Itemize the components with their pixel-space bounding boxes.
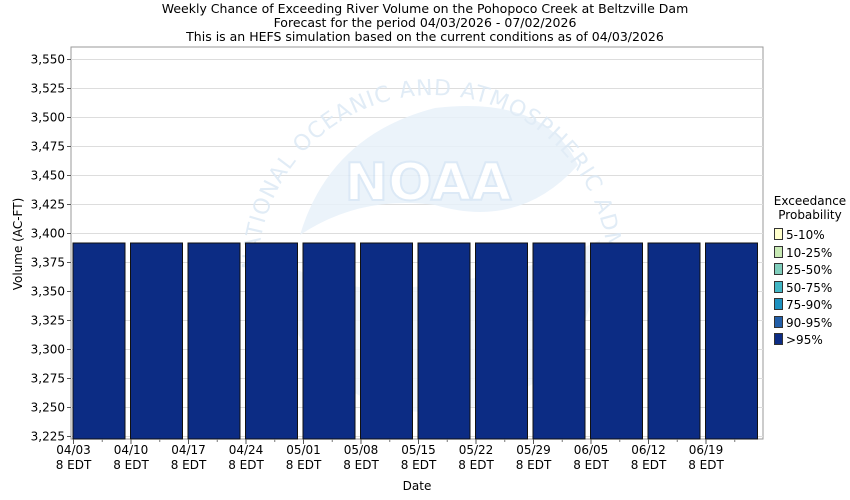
bar — [360, 242, 413, 440]
x-tick-label: 05/15 — [401, 443, 436, 457]
x-tick-label: 04/10 — [114, 443, 149, 457]
y-tick-label: 3,525 — [31, 82, 65, 96]
x-tick-label: 06/19 — [689, 443, 724, 457]
legend-label: 90-95% — [786, 315, 833, 330]
legend-swatch — [774, 298, 783, 310]
x-tick-sublabel: 8 EDT — [171, 458, 207, 472]
y-tick-label: 3,300 — [31, 343, 65, 357]
chart-title: Weekly Chance of Exceeding River Volume … — [161, 1, 689, 16]
chart-subtitle-period: Forecast for the period 04/03/2026 - 07/… — [273, 15, 577, 30]
x-tick-label: 04/24 — [229, 443, 264, 457]
x-tick-sublabel: 8 EDT — [286, 458, 322, 472]
x-tick-label: 05/29 — [516, 443, 551, 457]
bar — [590, 242, 643, 440]
legend-swatch — [774, 263, 783, 275]
legend-title-line-1: Exceedance — [773, 194, 847, 208]
legend-item: 25-50% — [774, 263, 832, 277]
noaa-bird-shape — [300, 105, 578, 235]
y-tick-label: 3,325 — [31, 314, 65, 328]
legend-item: >95% — [774, 333, 823, 347]
x-tick-label: 06/12 — [631, 443, 666, 457]
x-tick-label: 04/03 — [56, 443, 91, 457]
x-tick-label: 05/08 — [344, 443, 379, 457]
y-tick-label: 3,375 — [31, 256, 65, 270]
y-tick-label: 3,400 — [31, 227, 65, 241]
bar — [130, 242, 183, 440]
noaa-logo-text: NOAA — [345, 153, 512, 213]
y-tick-label: 3,550 — [31, 53, 65, 67]
x-axis-label: Date — [402, 479, 432, 493]
chart-subtitle-conditions: This is an HEFS simulation based on the … — [186, 29, 664, 44]
y-tick-label: 3,275 — [31, 372, 65, 386]
bar-series — [72, 242, 758, 440]
x-tick-sublabel: 8 EDT — [516, 458, 552, 472]
x-tick-sublabel: 8 EDT — [228, 458, 264, 472]
x-tick-label: 04/17 — [171, 443, 206, 457]
y-tick-label: 3,225 — [31, 430, 65, 444]
y-tick-label: 3,475 — [31, 140, 65, 154]
x-tick-sublabel: 8 EDT — [573, 458, 609, 472]
bar — [302, 242, 356, 440]
y-tick-label: 3,250 — [31, 401, 65, 415]
legend-swatch — [774, 228, 783, 240]
legend-swatch — [774, 315, 783, 328]
legend-title-line-2: Probability — [778, 208, 842, 222]
bar — [417, 242, 471, 440]
legend: Exceedance Probability 5-10% 10-25% 25-50%… — [770, 194, 850, 347]
legend-title: Exceedance Probability — [770, 194, 850, 222]
y-tick-label: 3,450 — [31, 169, 65, 183]
legend-label: 10-25% — [786, 245, 833, 260]
legend-item: 10-25% — [774, 245, 833, 260]
bar — [532, 242, 586, 440]
bar — [245, 242, 298, 440]
legend-swatch — [774, 245, 783, 258]
x-tick-label: 06/05 — [574, 443, 609, 457]
x-tick-label: 05/22 — [459, 443, 494, 457]
y-axis: 3,225 3,250 3,275 3,300 3,325 3,350 3,375 3,400… — [31, 53, 71, 444]
x-tick-sublabel: 8 EDT — [688, 458, 724, 472]
legend-label: >95% — [786, 333, 823, 347]
x-tick-sublabel: 8 EDT — [631, 458, 667, 472]
legend-label: 75-90% — [786, 298, 833, 312]
legend-swatch — [774, 333, 783, 345]
legend-label: 5-10% — [786, 228, 825, 242]
bar — [72, 242, 126, 440]
x-tick-sublabel: 8 EDT — [343, 458, 379, 472]
bar — [475, 242, 528, 440]
x-tick-sublabel: 8 EDT — [401, 458, 437, 472]
legend-item: 90-95% — [774, 315, 833, 330]
bar — [187, 242, 241, 440]
y-tick-label: 3,500 — [31, 111, 65, 125]
bar — [647, 242, 701, 440]
legend-item: 5-10% — [774, 228, 825, 242]
legend-item: 75-90% — [774, 298, 832, 312]
y-tick-label: 3,425 — [31, 198, 65, 212]
x-tick-sublabel: 8 EDT — [113, 458, 149, 472]
bar — [705, 242, 758, 440]
y-axis-label: Volume (AC-FT) — [11, 197, 25, 291]
y-tick-label: 3,350 — [31, 285, 65, 299]
x-tick-sublabel: 8 EDT — [458, 458, 494, 472]
legend-label: 25-50% — [786, 263, 833, 277]
legend-label: 50-75% — [786, 280, 833, 295]
legend-swatch — [774, 280, 783, 293]
legend-item: 50-75% — [774, 280, 833, 295]
x-tick-label: 05/01 — [286, 443, 321, 457]
x-tick-sublabel: 8 EDT — [56, 458, 92, 472]
